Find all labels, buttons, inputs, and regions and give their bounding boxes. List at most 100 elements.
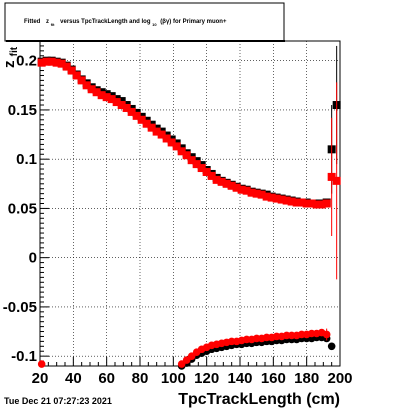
data-point: [222, 179, 231, 188]
x-tick-label: 20: [32, 370, 49, 387]
data-point: [132, 111, 141, 120]
data-point: [322, 330, 331, 339]
data-point: [127, 107, 136, 116]
data-point: [112, 98, 121, 107]
title-log-sub: 10: [152, 22, 157, 27]
data-point: [232, 183, 241, 192]
x-tick-label: 120: [194, 370, 219, 387]
data-points: [37, 45, 341, 370]
data-point: [187, 156, 196, 165]
x-tick-label: 160: [261, 370, 286, 387]
title-box: Fitted z fit versus TpcTrackLength and l…: [4, 2, 285, 42]
y-axis-title-main: z: [1, 61, 18, 69]
title-suffix: (βγ) for Primary muon+: [160, 19, 227, 25]
data-point: [52, 58, 61, 67]
data-point: [172, 142, 181, 151]
x-axis-title: TpcTrackLength (cm): [178, 391, 340, 408]
data-point: [167, 138, 176, 147]
data-point: [92, 88, 101, 97]
data-point: [327, 342, 336, 351]
data-point: [192, 160, 201, 169]
title-middle: versus TpcTrackLength and log: [60, 19, 151, 25]
data-point: [97, 91, 106, 100]
x-tick-label: 200: [327, 370, 352, 387]
data-point: [142, 119, 151, 128]
data-point: [252, 189, 261, 198]
data-point: [177, 147, 186, 156]
data-point: [72, 71, 81, 80]
data-point: [277, 195, 286, 204]
data-point: [292, 198, 301, 207]
data-point: [267, 193, 276, 202]
y-axis-title: z fit: [1, 46, 20, 68]
data-point: [262, 192, 271, 201]
data-point: [47, 57, 56, 66]
data-point: [157, 130, 166, 139]
y-tick-label: 0.1: [16, 151, 37, 168]
data-point: [102, 93, 111, 102]
data-point: [67, 66, 76, 75]
timestamp: Tue Dec 21 07:27:23 2021: [4, 396, 112, 406]
data-point: [122, 103, 131, 112]
y-tick-label: 0: [29, 250, 37, 267]
data-point: [332, 176, 341, 185]
data-point: [182, 151, 191, 160]
data-point: [207, 171, 216, 180]
data-point: [62, 62, 71, 71]
y-tick-label: 0.15: [8, 102, 37, 119]
data-point: [87, 85, 96, 94]
x-tick-label: 180: [294, 370, 319, 387]
x-tick-label: 80: [132, 370, 149, 387]
title-symbol: z: [46, 19, 49, 25]
data-point: [297, 198, 306, 207]
data-point: [242, 186, 251, 195]
title-box-shadow: [6, 40, 285, 42]
data-point: [237, 185, 246, 194]
data-point: [37, 360, 46, 368]
data-point: [147, 123, 156, 132]
y-axis-title-sub: fit: [9, 46, 20, 56]
x-tick-label: 40: [65, 370, 82, 387]
title-box-frame: [4, 2, 285, 42]
y-tick-label: 0.2: [16, 53, 37, 70]
data-point: [37, 58, 46, 67]
title-symbol-sub: fit: [51, 22, 55, 27]
data-point: [137, 115, 146, 124]
data-point: [197, 164, 206, 173]
data-point: [327, 172, 336, 181]
data-point: [212, 175, 221, 184]
data-point: [57, 59, 66, 68]
data-point: [257, 190, 266, 199]
data-point: [302, 199, 311, 208]
data-point: [117, 101, 126, 110]
data-point: [82, 81, 91, 90]
data-point: [77, 76, 86, 85]
x-tick-label: 60: [98, 370, 115, 387]
x-tick-label: 140: [227, 370, 252, 387]
data-point: [312, 200, 321, 209]
data-point: [322, 199, 331, 208]
title-prefix: Fitted: [24, 19, 41, 25]
series-3: [37, 328, 331, 368]
tick-labels: 20 40 60 80 100 120 140 160 180 200 -0.1 -0.05 0 0.05…: [3, 53, 353, 387]
y-tick-label: 0.05: [8, 200, 37, 217]
data-point: [162, 134, 171, 143]
data-point: [307, 199, 316, 208]
chart-title: Fitted z fit versus TpcTrackLength and l…: [24, 19, 227, 28]
data-point: [247, 188, 256, 197]
y-tick-label: -0.05: [3, 299, 37, 316]
data-point: [317, 200, 326, 209]
data-point: [272, 194, 281, 203]
data-point: [217, 177, 226, 186]
data-point: [202, 167, 211, 176]
svg-text:z fit: z fit: [1, 46, 20, 68]
series-1: [37, 57, 341, 280]
data-point: [152, 127, 161, 136]
y-tick-label: -0.1: [11, 348, 37, 365]
data-point: [227, 181, 236, 190]
data-point: [282, 196, 291, 205]
data-point: [107, 95, 116, 104]
data-point: [42, 57, 51, 66]
data-point: [287, 197, 296, 206]
